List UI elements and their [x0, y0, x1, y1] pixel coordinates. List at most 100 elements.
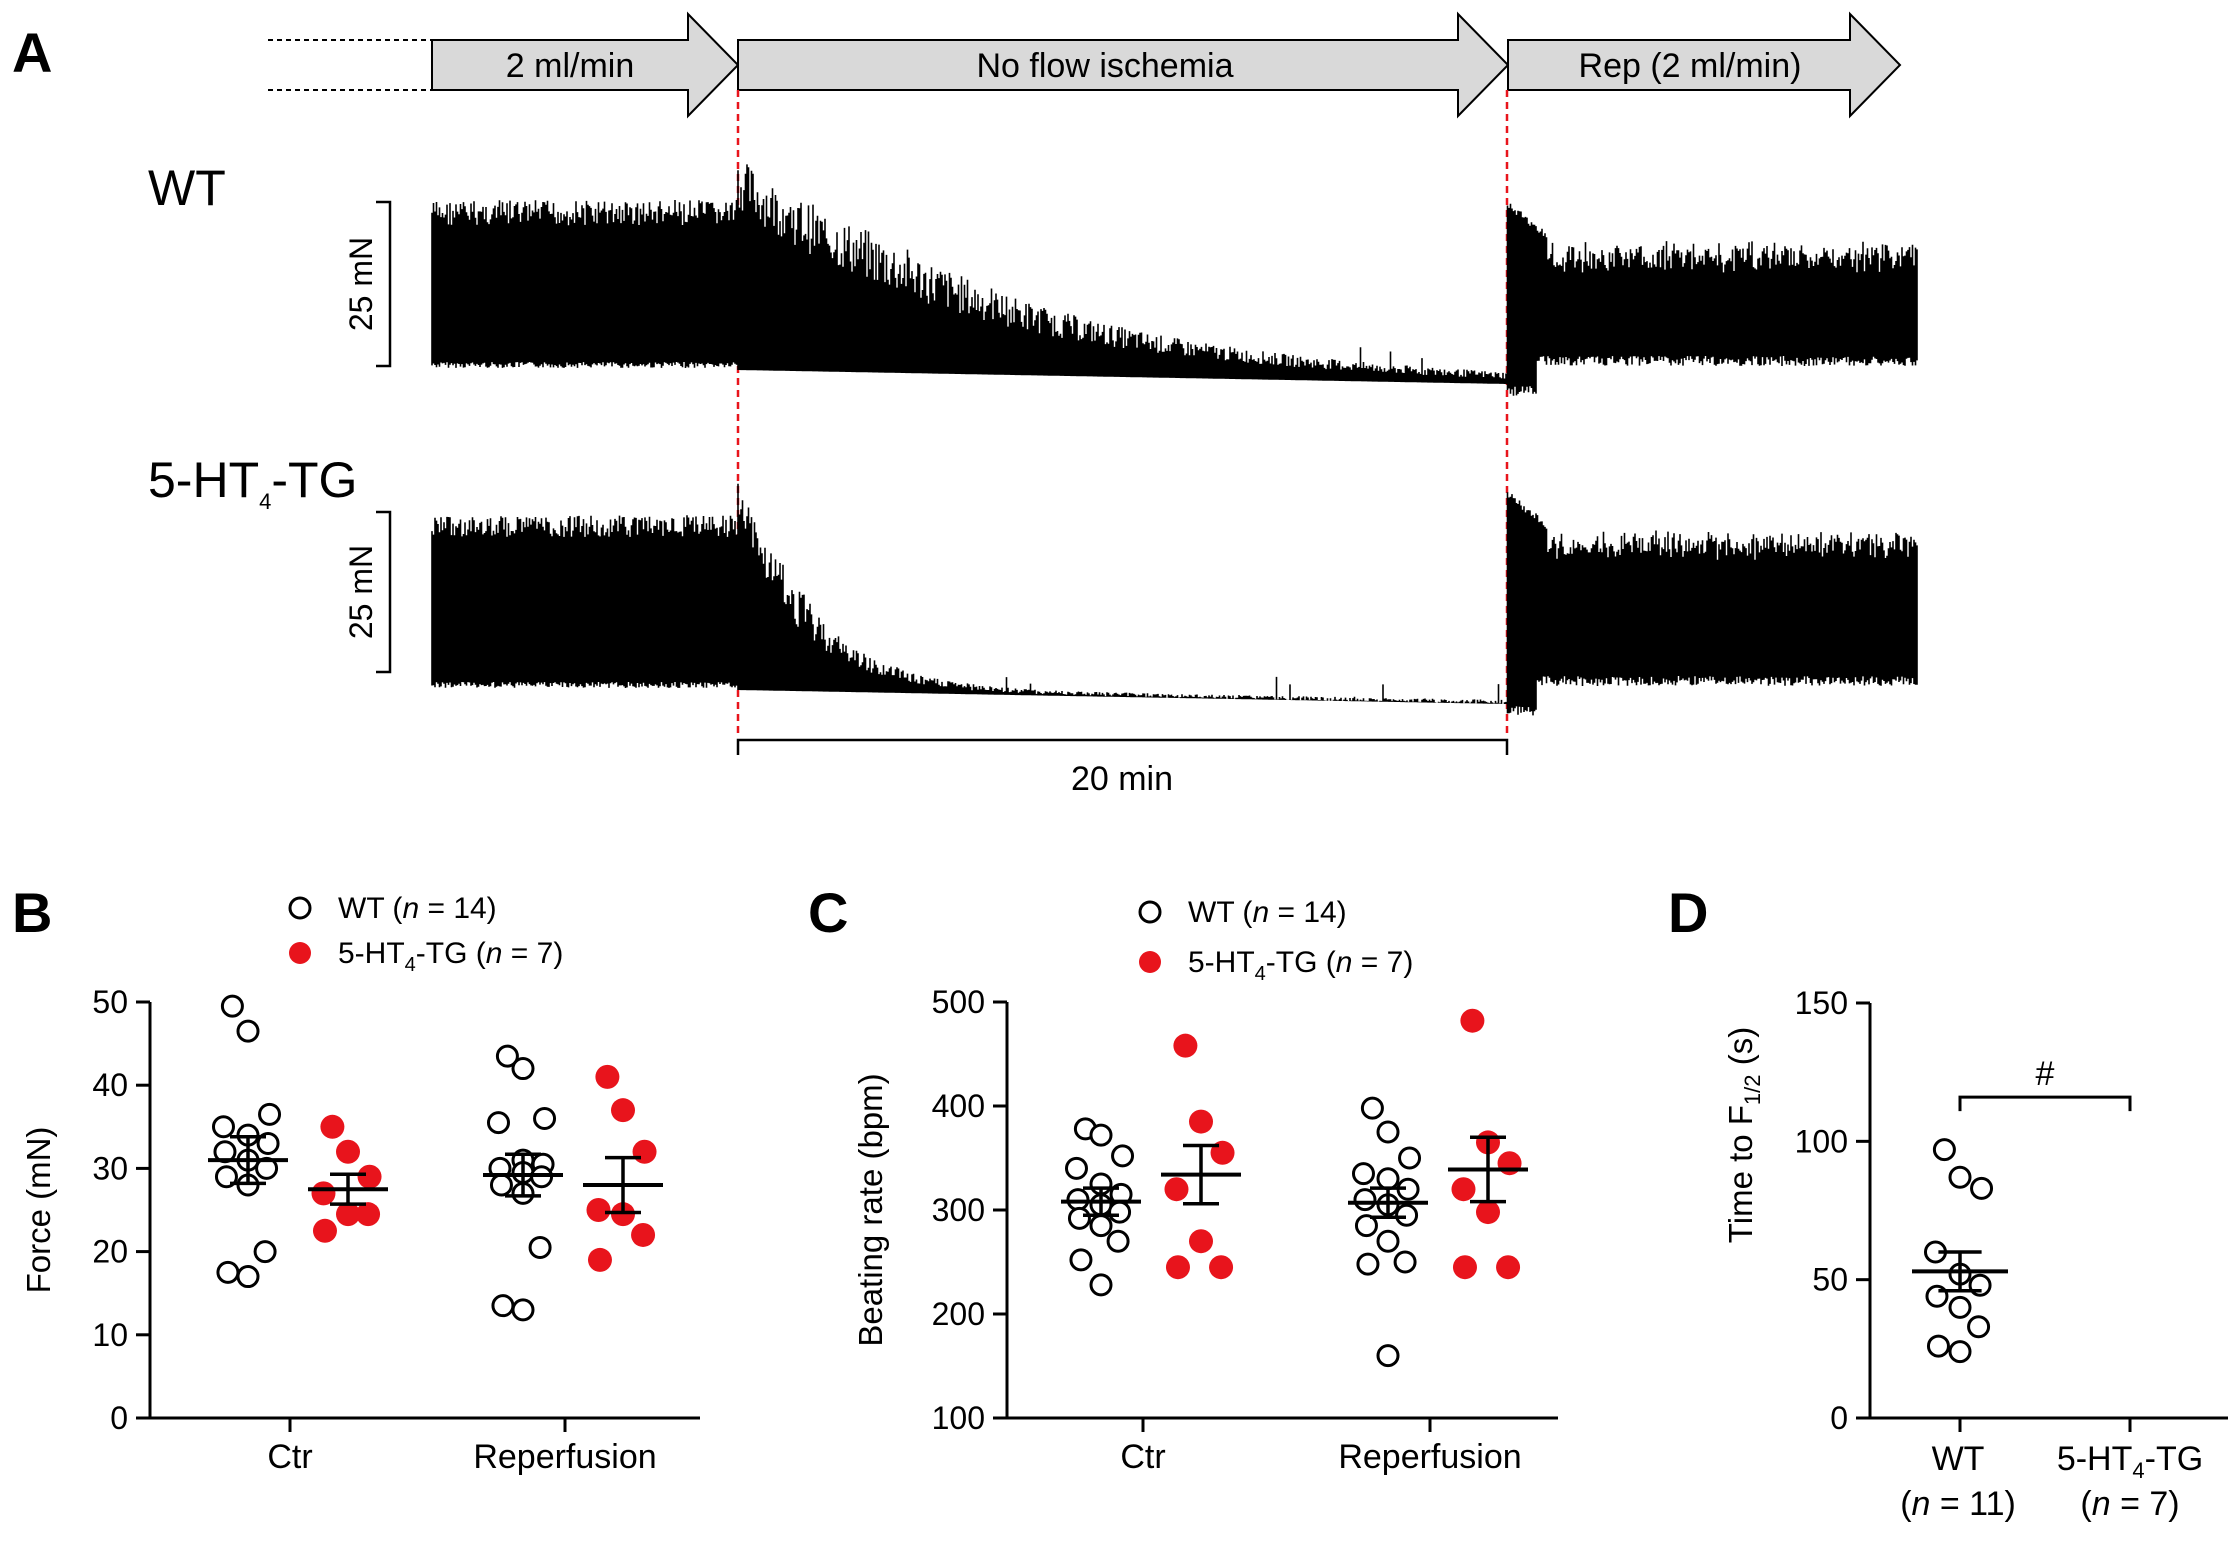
data-point-tg [1189, 1109, 1213, 1134]
phase-label-reperfusion: Rep (2 ml/min) [1579, 47, 1802, 85]
data-point-wt [1069, 1248, 1093, 1272]
legend-c: WT (n = 14) 5-HT4-TG (n = 7) [1138, 896, 1413, 985]
chart-c: 100 200 300 400 500 Beating rate (bpm) Ctr Repe… [852, 984, 1558, 1476]
y-tick-label: 100 [932, 1400, 985, 1436]
data-point-wt [236, 1265, 260, 1289]
data-point-tg [1476, 1200, 1500, 1225]
legend-label-wt: WT (n = 14) [1188, 896, 1347, 929]
phase-label-ischemia: No flow ischemia [977, 47, 1234, 85]
data-point-tg [1209, 1255, 1234, 1280]
data-point-wt [216, 1260, 240, 1284]
force-trace-wt [431, 164, 1918, 396]
data-point-wt [1395, 1203, 1419, 1227]
data-point-wt [1376, 1229, 1400, 1253]
phase-label-perfusion: 2 ml/min [506, 47, 634, 85]
legend-label-wt: WT (n = 14) [338, 892, 497, 925]
legend-label-tg: 5-HT4-TG (n = 7) [338, 937, 563, 976]
scale-bar-tg [376, 510, 392, 674]
data-point-wt [486, 1111, 510, 1135]
data-point-tg [356, 1202, 381, 1227]
data-point-wt [1393, 1250, 1417, 1274]
y-tick-label: 10 [92, 1317, 128, 1353]
phase-arrow-perfusion [431, 11, 740, 119]
data-point-tg [1451, 1177, 1476, 1202]
phase-arrow-reperfusion [1507, 11, 1902, 119]
chart-d: 0 50 100 150 # [1795, 985, 2228, 1436]
y-tick-label: 20 [92, 1234, 128, 1270]
x-tick-label: Reperfusion [1338, 1438, 1521, 1476]
data-point-tg [1460, 1008, 1485, 1033]
scale-bar-wt [376, 200, 392, 368]
y-tick-label: 100 [1795, 1123, 1848, 1159]
panel-b: B WT (n = 14) 5-HT4-TG (n = 7) 0 10 20 30 40… [12, 881, 700, 1476]
legend-marker-wt [1138, 900, 1162, 924]
data-point-wt [1360, 1096, 1384, 1120]
data-point-tg [336, 1202, 360, 1227]
y-tick-label: 40 [92, 1067, 128, 1103]
data-point-wt [489, 1173, 513, 1197]
force-trace-tg-waveform [431, 483, 1918, 716]
y-tick-label: 400 [932, 1088, 985, 1124]
data-point-wt [495, 1044, 519, 1068]
data-point-tg [1189, 1229, 1213, 1254]
data-point-wt [1106, 1229, 1130, 1253]
data-point-wt [211, 1115, 235, 1139]
chart-b: 0 10 20 30 40 50 Force (mN) Ctr Reperfusion [20, 984, 700, 1476]
data-point-tg [586, 1198, 611, 1222]
data-point-wt [1356, 1252, 1380, 1276]
data-point-wt [1398, 1146, 1422, 1170]
data-point-wt [1376, 1120, 1400, 1144]
chart-d-cat-wt-n: (n = 11) [1900, 1485, 2016, 1523]
panel-c-letter: C [808, 881, 848, 944]
y-tick-label: 150 [1795, 985, 1848, 1021]
data-point-tg [632, 1139, 657, 1164]
data-point-wt [1932, 1138, 1956, 1162]
y-axis-label: Force (mN) [20, 1127, 57, 1294]
data-point-tg [312, 1218, 337, 1243]
y-axis-label: Beating rate (bpm) [852, 1073, 889, 1346]
phase-arrow-ischemia [737, 11, 1510, 119]
panel-b-letter: B [12, 881, 52, 944]
panel-d-letter: D [1668, 881, 1708, 944]
data-point-wt [1111, 1144, 1135, 1168]
data-point-wt [1089, 1123, 1113, 1147]
data-point-tg [1452, 1255, 1477, 1280]
data-point-tg [631, 1222, 656, 1247]
y-tick-label: 50 [92, 984, 128, 1020]
data-point-tg [587, 1247, 612, 1272]
data-point-wt [491, 1294, 515, 1318]
data-point-wt [1948, 1340, 1972, 1364]
scale-bar-label-tg: 25 mN [343, 545, 379, 639]
data-point-wt [253, 1240, 277, 1264]
y-tick-label: 0 [1830, 1400, 1848, 1436]
significance-bracket [1958, 1095, 2132, 1112]
data-point-tg [357, 1164, 382, 1189]
data-point-tg [311, 1181, 336, 1206]
significance-label: # [2036, 1055, 2055, 1093]
group-label-tg: 5-HT4-TG [148, 452, 357, 514]
data-point-wt [1067, 1206, 1091, 1230]
data-point-wt [1948, 1165, 1972, 1189]
data-point-wt [1376, 1167, 1400, 1191]
force-trace-tg [431, 483, 1918, 716]
x-tick-label: Ctr [1120, 1438, 1165, 1476]
duration-bracket [736, 738, 1509, 755]
chart-d-cat-tg-n: (n = 7) [2080, 1485, 2179, 1523]
data-point-tg [595, 1064, 620, 1089]
panel-a: A 2 ml/min No flow ischemia Rep (2 ml/mi… [12, 11, 1918, 798]
data-point-wt [528, 1235, 552, 1259]
data-point-wt [1376, 1344, 1400, 1368]
data-point-wt [511, 1298, 535, 1322]
panel-c: C WT (n = 14) 5-HT4-TG (n = 7) 100 200 300… [808, 881, 1558, 1476]
data-point-tg [1165, 1255, 1190, 1280]
x-tick-label: Reperfusion [473, 1438, 656, 1476]
data-point-wt [1967, 1315, 1991, 1339]
data-point-tg [1497, 1151, 1522, 1176]
data-point-wt [511, 1057, 535, 1081]
data-point-wt [1948, 1295, 1972, 1319]
legend-b: WT (n = 14) 5-HT4-TG (n = 7) [288, 892, 563, 976]
data-point-tg [1173, 1033, 1198, 1058]
data-point-wt [236, 1019, 260, 1043]
chart-d-cat-wt: WT [1932, 1440, 1985, 1478]
